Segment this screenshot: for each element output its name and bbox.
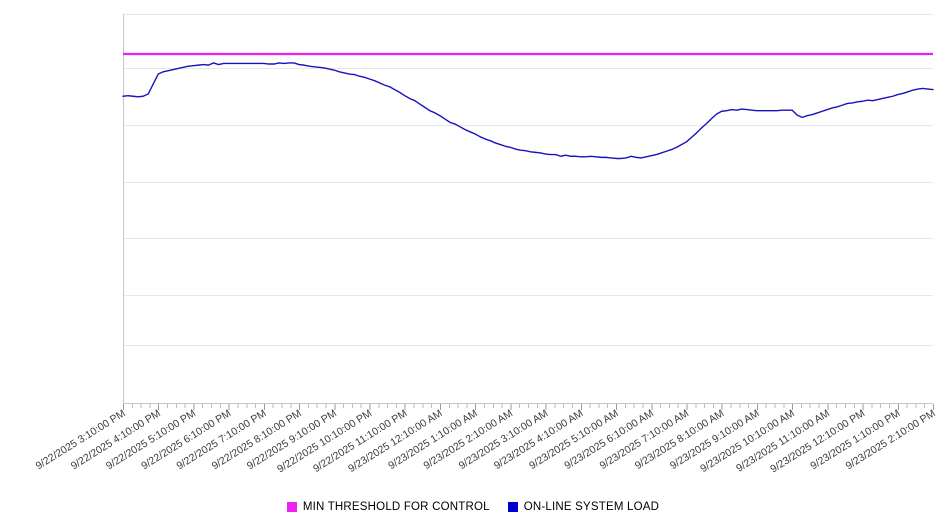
- legend-label-min-threshold: MIN THRESHOLD FOR CONTROL: [302, 501, 490, 513]
- load-line: [122, 62, 934, 160]
- legend-label-system-load: ON-LINE SYSTEM LOAD: [523, 501, 660, 513]
- legend-item-system-load[interactable]: ON-LINE SYSTEM LOAD: [507, 501, 660, 513]
- legend-item-min-threshold[interactable]: MIN THRESHOLD FOR CONTROL: [286, 501, 490, 513]
- x-axis-tick-labels: 9/22/2025 3:10:00 PM9/22/2025 4:10:00 PM…: [34, 407, 938, 475]
- x-axis-ticks: [123, 404, 934, 410]
- axis-lines: [123, 14, 933, 404]
- gridlines: [123, 14, 933, 404]
- legend-swatch-min-threshold: [286, 502, 297, 512]
- series-lines: [122, 52, 934, 160]
- chart-legend: MIN THRESHOLD FOR CONTROL ON-LINE SYSTEM…: [0, 496, 946, 518]
- legend-swatch-system-load: [507, 502, 518, 512]
